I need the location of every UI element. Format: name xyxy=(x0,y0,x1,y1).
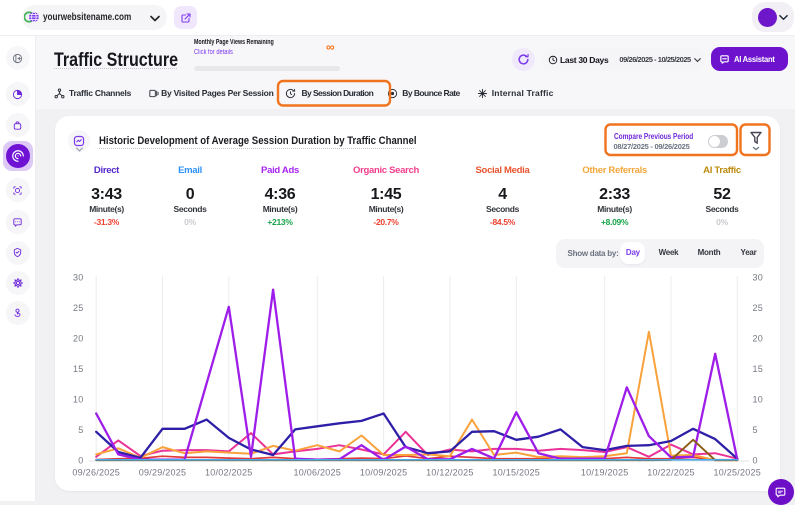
svg-text:25: 25 xyxy=(753,303,764,313)
svg-text:10/09/2025: 10/09/2025 xyxy=(360,468,408,478)
svg-text:10/02/2025: 10/02/2025 xyxy=(205,468,253,478)
svg-text:30: 30 xyxy=(73,273,84,283)
svg-text:0: 0 xyxy=(753,456,758,466)
svg-text:09/29/2025: 09/29/2025 xyxy=(139,468,187,478)
svg-text:10/12/2025: 10/12/2025 xyxy=(426,468,474,478)
svg-text:15: 15 xyxy=(753,364,764,374)
svg-text:15: 15 xyxy=(73,364,84,374)
svg-text:09/26/2025: 09/26/2025 xyxy=(72,468,120,478)
svg-text:5: 5 xyxy=(753,425,758,435)
svg-text:10: 10 xyxy=(753,395,764,405)
svg-text:10: 10 xyxy=(73,395,84,405)
svg-text:10/22/2025: 10/22/2025 xyxy=(647,468,695,478)
svg-text:30: 30 xyxy=(753,273,764,283)
svg-text:0: 0 xyxy=(78,456,83,466)
svg-text:10/25/2025: 10/25/2025 xyxy=(714,468,762,478)
svg-text:5: 5 xyxy=(78,425,83,435)
svg-text:20: 20 xyxy=(73,334,84,344)
svg-text:10/19/2025: 10/19/2025 xyxy=(581,468,629,478)
svg-text:25: 25 xyxy=(73,303,84,313)
svg-text:20: 20 xyxy=(753,334,764,344)
svg-text:10/15/2025: 10/15/2025 xyxy=(493,468,541,478)
svg-text:10/06/2025: 10/06/2025 xyxy=(294,468,342,478)
